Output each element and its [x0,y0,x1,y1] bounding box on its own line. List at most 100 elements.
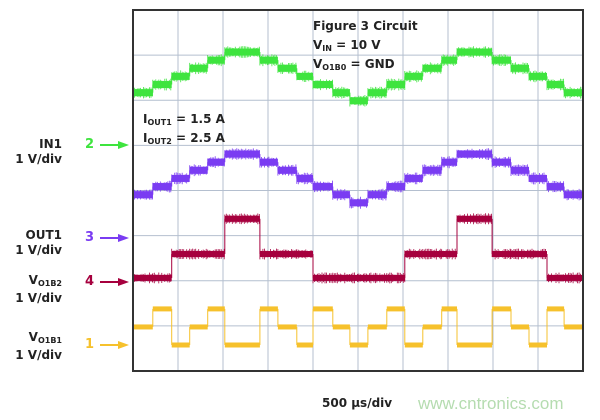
trace-noise [224,213,260,225]
trace-noise [259,156,277,168]
trace-segment [367,89,387,97]
trace-noise [491,156,511,168]
trace-segment [152,183,172,191]
trace-noise [277,249,297,259]
trace-segment [152,306,172,312]
ch2-marker-number: 2 [85,137,95,152]
trace-noise [296,70,313,82]
trace-segment [367,324,387,330]
trace-segment [277,166,297,174]
trace-noise [296,249,313,259]
trace-segment [564,324,583,330]
trace-noise [563,86,583,99]
trace-segment [492,158,511,166]
annotation-iout1: IOUT1 = 1.5 A [143,112,225,127]
trace-segment [511,324,529,330]
plot-frame [132,9,584,372]
trace-noise [441,156,458,169]
trace-noise [546,272,564,284]
trace-segment [441,306,457,312]
trace-segment [332,274,350,281]
trace-noise [422,164,442,177]
trace-noise [563,272,583,284]
trace-noise [528,248,546,260]
traces [100,46,583,349]
trace-ch3 [100,148,583,242]
trace-noise [152,78,172,91]
ch4-label: VO1B2 1 V/div [15,273,62,305]
annotation-vo1b0: VO1B0 = GND [313,57,395,72]
trace-segment [171,342,190,348]
trace-noise [296,172,313,185]
trace-segment [564,191,583,199]
trace-segment [547,306,565,312]
trace-noise [349,196,367,209]
trace-noise [224,46,260,58]
trace-segment [207,56,225,64]
trace-noise [152,180,172,193]
trace-segment [207,306,225,312]
trace-noise [189,62,207,75]
trace-noise [456,148,492,160]
trace-noise [367,86,387,99]
ch3-marker-number: 3 [85,230,95,245]
trace-segment [547,81,565,89]
trace-noise [404,248,422,260]
trace-segment [296,174,313,182]
trace-noise [386,272,406,284]
trace-noise [207,54,225,67]
trace-noise [207,156,225,168]
trace-segment [422,64,442,72]
trace-segment [404,342,423,348]
trace-noise [332,272,350,284]
trace-ch1 [100,306,583,349]
trace-segment [313,274,333,281]
ch4-marker-number: 4 [85,274,95,289]
ch3-arrow-head [118,234,129,242]
trace-noise [224,148,260,160]
trace-noise [422,62,442,75]
trace-segment [547,183,565,191]
trace-segment [152,81,172,89]
trace-noise [332,188,350,201]
trace-segment [277,251,297,258]
trace-segment [207,251,225,258]
trace-noise [546,180,564,193]
trace-noise [491,248,511,260]
trace-noise [528,70,546,83]
trace-noise [312,180,333,193]
trace-noise [277,62,297,74]
trace-noise [386,180,406,193]
ch4-arrow-head [118,278,129,286]
trace-segment [422,166,442,174]
trace-segment [547,274,565,281]
trace-noise [546,78,564,91]
trace-segment [152,274,172,281]
annotation-iout2: IOUT2 = 2.5 A [143,131,225,146]
trace-segment [529,342,547,348]
trace-noise [367,188,387,201]
trace-segment [133,89,153,97]
annotation-vin: VIN = 10 V [313,38,381,53]
trace-segment [332,324,350,330]
trace-noise [510,248,528,260]
trace-ch2 [100,46,583,149]
trace-noise [404,172,422,185]
trace-noise [510,62,528,75]
trace-noise [312,272,333,284]
trace-noise [510,164,528,177]
trace-noise [277,164,297,177]
trace-noise [349,95,367,107]
trace-noise [491,54,511,66]
trace-segment [313,81,333,89]
trace-segment [224,342,260,348]
trace-segment [224,215,260,222]
trace-noise [349,272,367,284]
trace-noise [441,54,458,66]
trace-segment [457,215,493,222]
trace-segment [386,306,405,312]
trace-noise [332,86,350,99]
trace-noise [171,70,189,83]
trace-noise [259,248,277,260]
trace-segment [313,306,333,312]
